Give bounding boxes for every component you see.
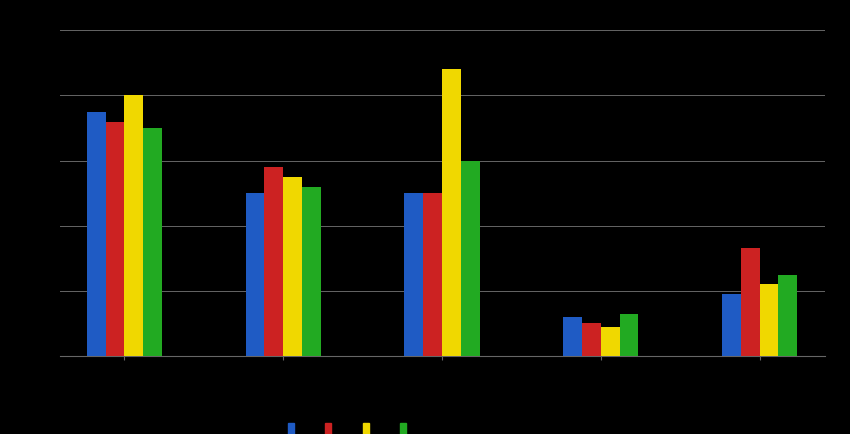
Bar (620, 313, 638, 356)
Bar (105, 122, 124, 356)
Bar (582, 323, 601, 356)
Bar (461, 161, 479, 356)
Bar (283, 177, 302, 356)
Bar (264, 167, 283, 356)
Bar (741, 248, 760, 356)
Bar (722, 294, 741, 356)
Bar (405, 193, 423, 356)
Bar (601, 326, 620, 356)
Bar (143, 128, 162, 356)
Bar (246, 193, 264, 356)
Bar (302, 187, 320, 356)
Bar (779, 275, 797, 356)
Bar (442, 69, 461, 356)
Bar (124, 95, 143, 356)
Bar (564, 317, 582, 356)
Bar (423, 193, 442, 356)
Bar (760, 284, 779, 356)
Bar (87, 112, 105, 356)
Legend: , , , : , , , (283, 418, 417, 434)
